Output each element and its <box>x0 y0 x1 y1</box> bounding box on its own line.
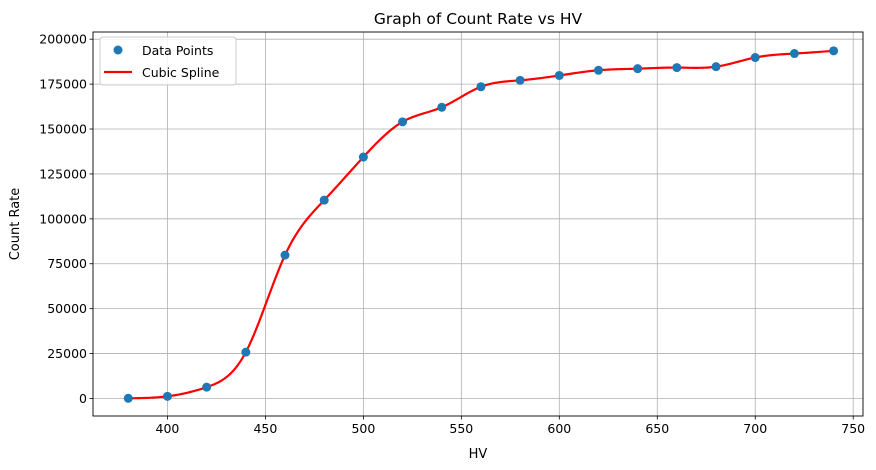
chart-title: Graph of Count Rate vs HV <box>374 10 583 28</box>
x-tick-label: 500 <box>351 421 375 436</box>
data-point <box>593 65 603 75</box>
data-point <box>672 63 682 73</box>
data-point <box>280 250 290 260</box>
y-tick-label: 200000 <box>39 32 87 47</box>
y-ticks: 0 25000 50000 75000 100000 125000 150000 175000… <box>39 32 93 406</box>
data-point <box>241 347 251 357</box>
legend-label-cubic-spline: Cubic Spline <box>142 65 220 80</box>
y-tick-label: 0 <box>79 391 87 406</box>
data-point <box>202 382 212 392</box>
legend: Data Points Cubic Spline <box>99 36 237 86</box>
x-tick-label: 700 <box>743 421 767 436</box>
data-point <box>476 82 486 92</box>
y-tick-label: 175000 <box>39 77 87 92</box>
x-axis-label: HV <box>469 447 488 462</box>
x-tick-label: 400 <box>156 421 180 436</box>
data-point <box>711 62 721 72</box>
legend-box <box>99 36 237 86</box>
legend-marker-data-points <box>113 45 123 55</box>
x-tick-label: 450 <box>253 421 277 436</box>
y-tick-label: 50000 <box>47 301 87 316</box>
legend-label-data-points: Data Points <box>142 43 213 58</box>
data-point <box>437 102 447 112</box>
x-tick-label: 600 <box>547 421 571 436</box>
grid <box>93 32 863 416</box>
data-point <box>750 53 760 63</box>
x-tick-label: 550 <box>449 421 473 436</box>
data-point <box>789 49 799 59</box>
y-tick-label: 25000 <box>47 346 87 361</box>
data-point <box>398 117 408 127</box>
data-point <box>358 152 368 162</box>
data-point <box>123 393 133 403</box>
x-ticks: 400 450 500 550 600 650 700 750 <box>156 416 865 436</box>
x-tick-label: 650 <box>645 421 669 436</box>
data-point <box>515 75 525 85</box>
plot-frame <box>92 31 864 417</box>
points-layer <box>123 46 839 403</box>
y-tick-label: 75000 <box>47 256 87 271</box>
data-point <box>162 391 172 401</box>
y-tick-label: 150000 <box>39 122 87 137</box>
data-point <box>829 46 839 56</box>
y-tick-label: 125000 <box>39 166 87 181</box>
data-point <box>554 70 564 80</box>
y-tick-label: 100000 <box>39 211 87 226</box>
data-point <box>633 64 643 74</box>
y-axis-label: Count Rate <box>8 188 23 261</box>
x-tick-label: 750 <box>841 421 865 436</box>
data-point <box>319 195 329 205</box>
